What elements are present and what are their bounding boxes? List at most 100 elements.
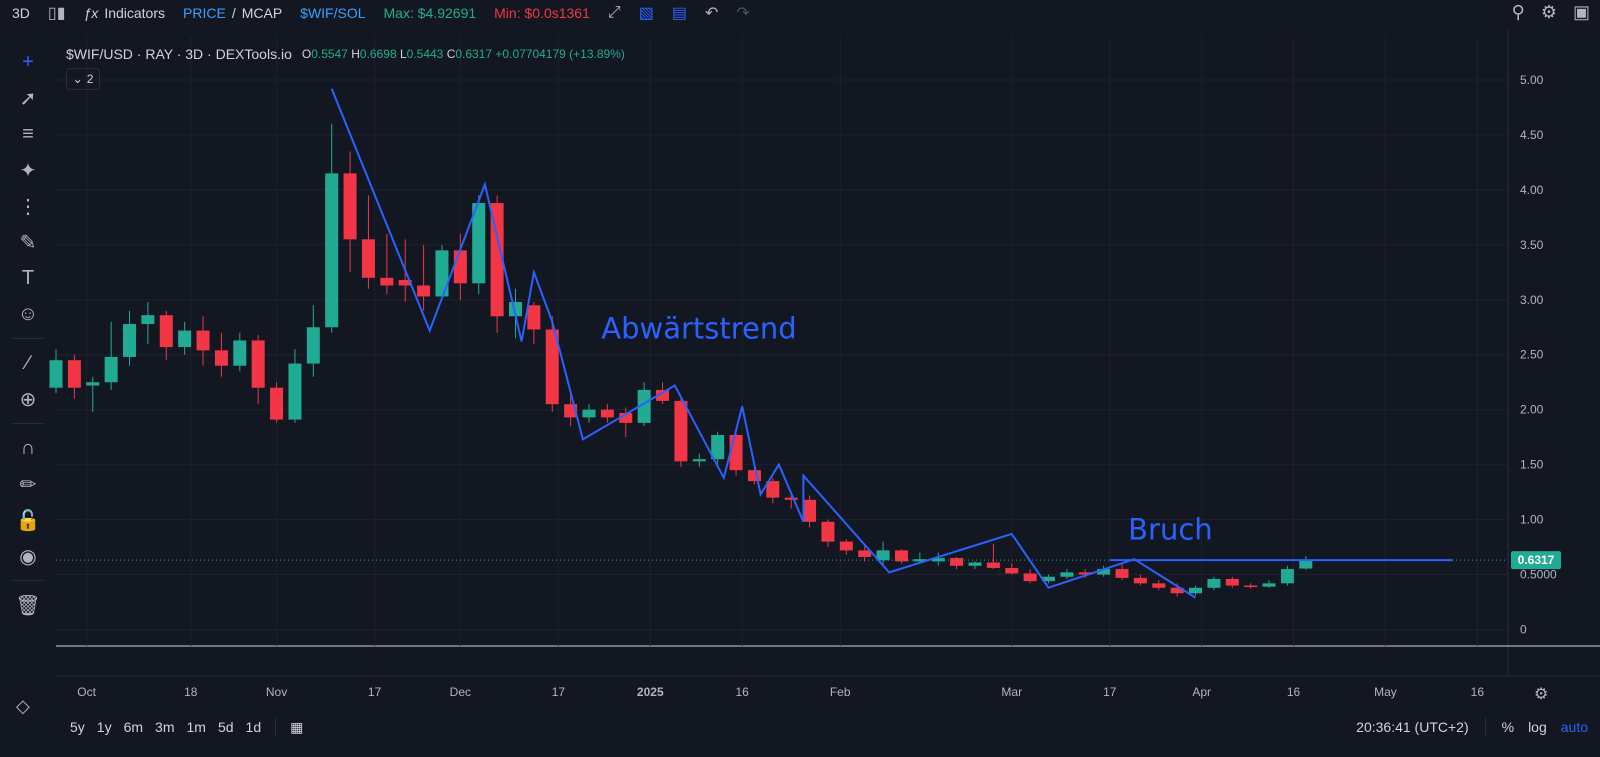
candle-body [913,559,927,562]
candle-body [398,280,412,286]
percent-toggle[interactable]: % [1501,719,1515,735]
y-tick-label: 1.00 [1520,513,1544,527]
layers-icon[interactable]: ◇ [16,696,30,716]
candle-body [527,305,541,330]
brush-icon[interactable]: ✎ [19,231,37,254]
chart-style-icon[interactable]: ▧ [638,5,654,22]
candle-body [1078,572,1092,575]
x-tick-label: 16 [735,685,749,699]
range-5d[interactable]: 5d [217,719,234,735]
range-1m[interactable]: 1m [186,719,206,735]
candle-body [545,329,559,405]
candle-body [894,550,908,562]
y-tick-label: 1.50 [1520,458,1544,472]
candle-body [1262,583,1276,587]
last-price-label: 0.6317 [1518,553,1555,567]
fib-icon[interactable]: ≡ [22,122,34,145]
auto-toggle[interactable]: auto [1560,719,1588,735]
log-toggle[interactable]: log [1528,719,1547,735]
indicators-button[interactable]: ƒx Indicators [84,5,166,21]
range-6m[interactable]: 6m [123,719,144,735]
close-value: 0.6317 [455,47,493,61]
candle-body [803,499,817,522]
lock-drawing-icon[interactable]: ✏ [19,473,37,496]
magnet-icon[interactable]: ∩ [20,436,36,459]
candle-body [986,562,1000,568]
candle-body [380,277,394,286]
candle-body [159,315,173,348]
candle-body [839,541,853,551]
candle-body [1097,569,1111,575]
candle-body [178,330,192,348]
candle-body [214,350,228,366]
x-tick-label: Feb [830,685,851,699]
price-mcap-toggle[interactable]: PRICE / MCAP [183,5,283,21]
range-1d[interactable]: 1d [245,719,262,735]
y-tick-label: 0 [1520,623,1527,637]
indicators-collapse-button[interactable]: ⌄ 2 [66,68,100,90]
lock-icon[interactable]: 🔓 [15,509,41,532]
annotation-label: Abwärtstrend [601,311,796,345]
redo-icon[interactable]: ↷ [736,5,750,22]
fullscreen-icon[interactable]: ⤢ [607,4,621,21]
drawings [56,88,1508,599]
toolbar-divider [13,338,43,339]
interval-button[interactable]: 3D [12,5,30,21]
candle-body [821,521,835,542]
candle-body [1060,572,1074,577]
pattern-icon[interactable]: ✦ [19,159,37,182]
range-5y[interactable]: 5y [70,719,85,735]
candle-body [123,323,137,357]
camera-icon[interactable]: ▣ [1572,2,1590,22]
trendline-icon[interactable]: ➚ [19,87,37,110]
clock-time[interactable]: 20:36:41 (UTC+2) [1356,719,1469,735]
volume-icon[interactable]: ▤ [671,5,687,22]
candle-body [233,340,247,366]
candle-body [931,558,945,562]
trend-zigzag-line [330,88,1197,599]
candle-body [1133,577,1147,584]
chevron-down-icon: ⌄ [72,72,83,86]
prediction-icon[interactable]: ⋮ [18,195,38,218]
function-icon: ƒx [83,5,99,21]
candle-body [876,550,890,561]
pair-toggle[interactable]: $WIF/SOL [300,5,366,21]
ruler-icon[interactable]: ∕ [26,351,30,374]
zoom-in-icon[interactable]: ⊕ [19,388,37,411]
chart-grid [56,30,1600,677]
high-value: 0.6698 [359,47,397,61]
candle-body [1152,583,1166,588]
x-tick-label: 2025 [637,685,664,699]
symbol-title[interactable]: $WIF/USD · RAY · 3D · DEXTools.io [66,46,292,62]
candles-icon[interactable]: ▯▮ [47,5,66,22]
high-label: H [351,47,360,61]
text-icon[interactable]: T [21,266,35,289]
candle-body [784,497,798,500]
date-range-icon[interactable]: ▦ [290,718,304,735]
y-tick-label: 4.00 [1520,183,1544,197]
y-tick-label: 3.50 [1520,238,1544,252]
y-tick-label: 4.50 [1520,128,1544,142]
low-value: 0.5443 [406,47,444,61]
emoji-icon[interactable]: ☺ [17,302,39,325]
low-label: L [399,47,407,61]
crosshair-icon[interactable]: + [22,50,34,73]
range-1y[interactable]: 1y [96,719,112,735]
search-icon[interactable]: ⚲ [1511,2,1525,22]
candle-body [270,387,284,420]
candle-body [1225,578,1239,586]
range-3m[interactable]: 3m [155,719,175,735]
drawing-toolbar: + ➚ ≡ ✦ ⋮ ✎ T ☺ ∕ ⊕ ∩ ✏ 🔓 ◉ 🗑 [0,44,56,654]
indicators-label: Indicators [104,5,166,21]
undo-icon[interactable]: ↶ [704,5,719,22]
eye-icon[interactable]: ◉ [19,545,37,568]
candle-body [1023,573,1037,582]
trash-icon[interactable]: 🗑 [15,594,41,617]
candle-body [417,285,431,297]
candles [49,123,1313,597]
x-tick-label: May [1374,685,1397,699]
axis-settings-icon[interactable]: ⚙ [1534,686,1549,703]
x-tick-label: Apr [1192,685,1211,699]
gear-icon[interactable]: ⚙ [1540,2,1557,22]
